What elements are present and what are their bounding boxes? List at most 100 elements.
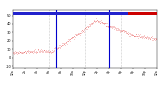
Point: [153, 37, 155, 39]
Point: [98, 21, 100, 23]
Point: [80, 30, 83, 31]
Point: [150, 37, 153, 39]
Point: [46, 51, 49, 52]
Point: [24, 50, 27, 52]
Point: [143, 35, 145, 36]
Point: [96, 20, 99, 22]
Point: [28, 50, 31, 51]
Point: [152, 38, 155, 40]
Point: [142, 35, 144, 37]
Point: [57, 48, 59, 49]
Point: [90, 23, 93, 24]
Point: [80, 32, 83, 33]
Point: [85, 27, 88, 28]
Point: [137, 33, 140, 35]
Point: [36, 52, 39, 53]
Point: [37, 48, 39, 50]
Point: [102, 23, 104, 24]
Point: [145, 37, 147, 38]
Point: [112, 26, 115, 28]
Point: [119, 30, 121, 31]
Point: [85, 28, 88, 30]
Point: [62, 44, 64, 45]
Point: [144, 36, 146, 38]
Point: [32, 50, 34, 52]
Point: [136, 35, 139, 36]
Point: [39, 49, 41, 51]
Point: [135, 33, 138, 35]
Point: [100, 21, 103, 23]
Point: [91, 22, 93, 24]
Point: [25, 52, 27, 54]
Point: [68, 38, 71, 39]
Point: [128, 33, 131, 34]
Point: [111, 25, 114, 26]
Point: [28, 52, 30, 53]
Point: [102, 22, 104, 24]
Point: [72, 36, 75, 37]
Point: [30, 52, 33, 53]
Point: [34, 48, 36, 50]
Point: [26, 51, 28, 52]
Point: [150, 37, 152, 38]
Point: [118, 30, 120, 31]
Point: [93, 20, 95, 21]
Point: [69, 38, 72, 39]
Point: [106, 25, 109, 26]
Point: [23, 51, 26, 53]
Point: [119, 31, 122, 33]
Point: [97, 21, 100, 23]
Point: [123, 30, 125, 32]
Point: [29, 50, 32, 52]
Point: [34, 51, 37, 53]
Point: [122, 30, 124, 31]
Point: [22, 51, 25, 52]
Point: [95, 21, 97, 22]
Point: [25, 52, 28, 53]
Point: [147, 37, 150, 39]
Point: [144, 38, 147, 39]
Point: [38, 51, 40, 52]
Point: [67, 40, 70, 42]
Point: [87, 27, 89, 28]
Point: [96, 19, 98, 20]
Point: [74, 35, 77, 36]
Point: [52, 49, 55, 51]
Point: [72, 36, 74, 37]
Point: [44, 51, 47, 53]
Point: [116, 29, 118, 30]
Point: [117, 29, 120, 31]
Point: [32, 50, 35, 52]
Point: [114, 27, 117, 29]
Point: [103, 23, 105, 24]
Point: [77, 33, 80, 34]
Point: [127, 33, 129, 35]
Point: [56, 47, 59, 49]
Point: [16, 53, 19, 55]
Point: [132, 36, 135, 37]
Point: [138, 35, 140, 36]
Point: [155, 37, 157, 39]
Point: [137, 37, 139, 39]
Point: [71, 37, 74, 39]
Point: [13, 53, 16, 54]
Point: [112, 26, 114, 27]
Point: [135, 35, 137, 36]
Point: [77, 33, 79, 35]
Point: [66, 40, 68, 41]
Point: [14, 50, 16, 52]
Point: [92, 20, 95, 22]
Point: [37, 49, 40, 51]
Point: [44, 50, 46, 52]
Point: [120, 30, 122, 32]
Point: [146, 37, 148, 38]
Point: [49, 50, 51, 51]
Point: [148, 37, 150, 38]
Point: [128, 32, 131, 33]
Point: [14, 52, 16, 54]
Point: [117, 28, 119, 30]
Point: [84, 28, 87, 29]
Point: [48, 52, 51, 53]
Point: [40, 50, 42, 52]
Point: [138, 36, 141, 38]
